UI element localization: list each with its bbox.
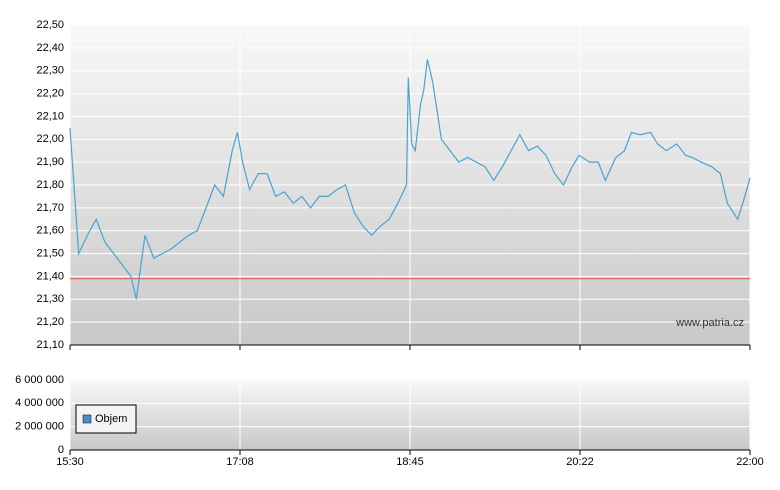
y-tick-label: 22,40 <box>36 42 64 54</box>
y-tick-label: 21,60 <box>36 225 64 237</box>
watermark: www.patria.cz <box>675 317 744 329</box>
y-tick-label: 21,10 <box>36 339 64 351</box>
y-tick-label: 4 000 000 <box>15 397 64 409</box>
x-tick-label: 17:08 <box>226 456 254 468</box>
y-tick-label: 21,90 <box>36 156 64 168</box>
x-tick-label: 20:22 <box>566 456 594 468</box>
y-tick-label: 21,30 <box>36 293 64 305</box>
y-tick-label: 21,80 <box>36 179 64 191</box>
price-line <box>69 59 751 300</box>
y-tick-label: 21,20 <box>36 316 64 328</box>
y-tick-label: 22,10 <box>36 110 64 122</box>
x-tick-label: 15:30 <box>56 456 84 468</box>
legend-swatch <box>82 414 92 424</box>
y-tick-label: 21,70 <box>36 202 64 214</box>
x-tick-label: 22:00 <box>736 456 764 468</box>
y-tick-label: 0 <box>58 444 64 456</box>
y-tick-label: 22,20 <box>36 87 64 99</box>
y-tick-label: 6 000 000 <box>15 374 64 386</box>
legend-label: Objem <box>95 413 127 425</box>
y-tick-label: 2 000 000 <box>15 421 64 433</box>
y-tick-label: 21,40 <box>36 270 64 282</box>
x-tick-label: 18:45 <box>396 456 424 468</box>
y-tick-label: 22,30 <box>36 65 64 77</box>
y-tick-label: 22,50 <box>36 19 64 31</box>
y-tick-label: 22,00 <box>36 133 64 145</box>
y-tick-label: 21,50 <box>36 247 64 259</box>
